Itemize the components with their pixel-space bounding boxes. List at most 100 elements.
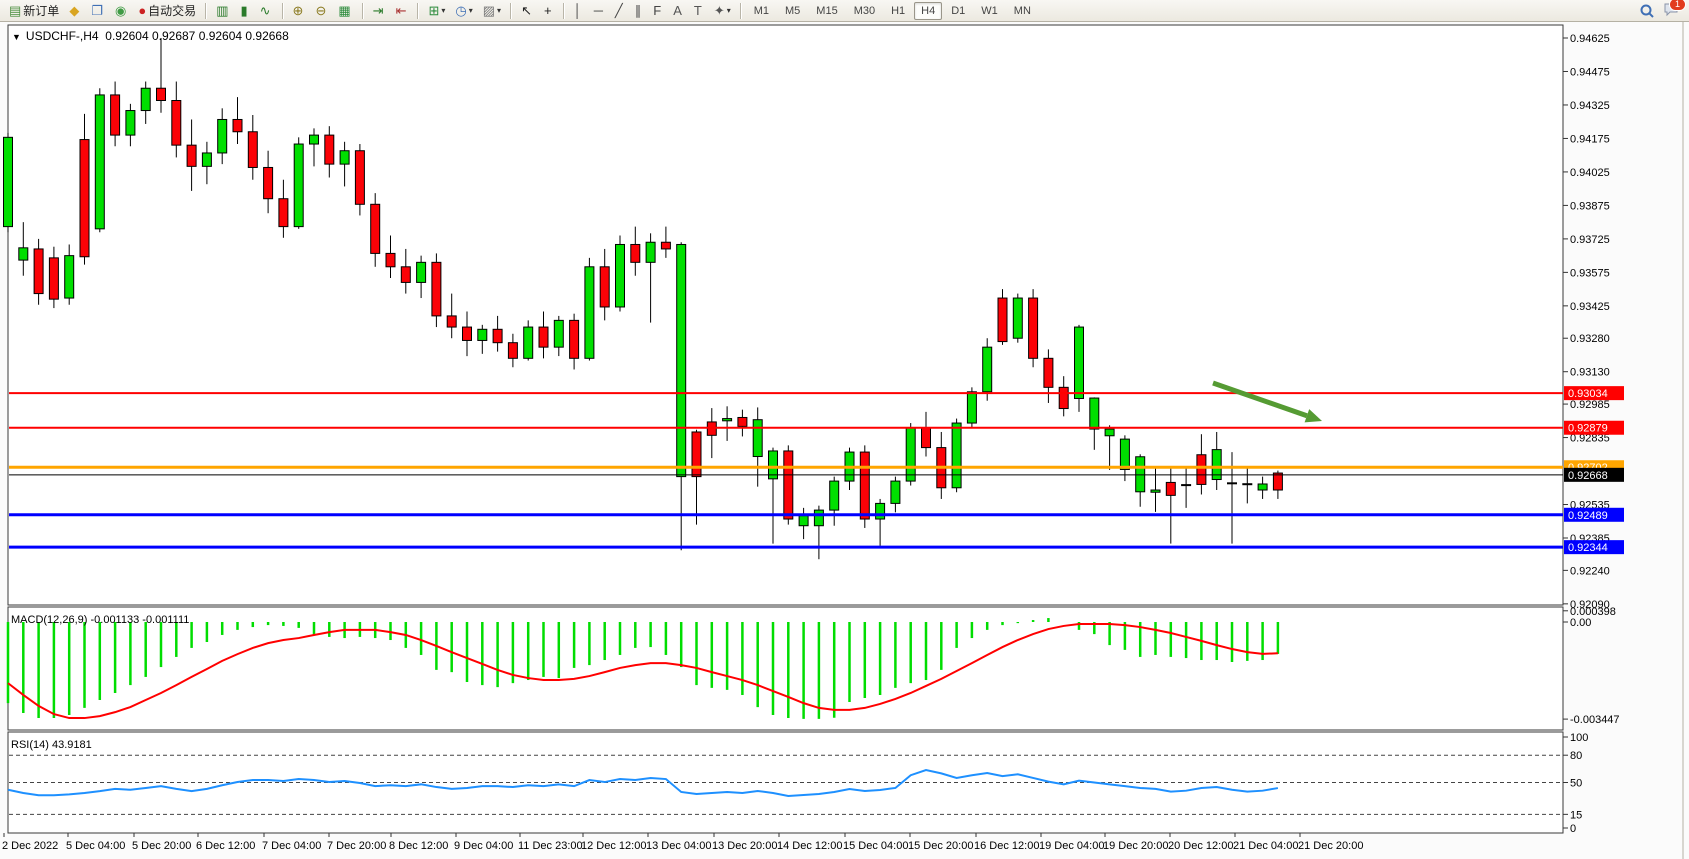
zoom-in-icon[interactable]: ⊕: [289, 1, 310, 21]
svg-text:0.92668: 0.92668: [1568, 470, 1608, 482]
new-order-button[interactable]: ▤ 新订单: [5, 1, 63, 21]
trendline-icon[interactable]: ╱: [611, 1, 629, 21]
svg-text:0.93034: 0.93034: [1568, 388, 1608, 400]
chart-panels: [7, 22, 1684, 859]
fibonacci-icon: F: [653, 3, 662, 18]
charts-window-icon[interactable]: ❐: [87, 1, 109, 21]
dropdown-caret-icon: ▾: [497, 6, 502, 15]
svg-text:11 Dec 23:00: 11 Dec 23:00: [518, 840, 583, 852]
chart-canvas[interactable]: 0.94625 0.94475 0.94325 0.94175 0.94025 0.938…: [0, 22, 1689, 859]
svg-text:0.93130: 0.93130: [1570, 367, 1610, 379]
toolbar-separator: [361, 2, 364, 19]
arrows-dropdown[interactable]: ✦ ▾: [710, 1, 735, 21]
line-chart-icon[interactable]: ∿: [256, 1, 277, 21]
new-order-button-label: 新订单: [23, 4, 60, 18]
svg-text:0.92985: 0.92985: [1570, 399, 1610, 411]
timeframe-button-m30[interactable]: M30: [853, 4, 876, 17]
auto-trading-button[interactable]: ● 自动交易: [134, 1, 200, 21]
vertical-line-icon: │: [573, 3, 582, 18]
timeframe-button-m15[interactable]: M15: [816, 4, 838, 17]
svg-text:15: 15: [1570, 809, 1582, 821]
notifications-button[interactable]: 1: [1663, 0, 1686, 20]
svg-text:0.92489: 0.92489: [1568, 510, 1608, 522]
bar-chart-icon[interactable]: ▥: [212, 1, 234, 21]
horizontal-lines-layer[interactable]: 0.930340.928790.927020.926680.924890.923…: [9, 386, 1624, 555]
horizontal-line-icon[interactable]: ─: [590, 1, 609, 21]
vertical-line-icon[interactable]: │: [570, 1, 588, 21]
svg-text:0.00: 0.00: [1570, 617, 1591, 629]
bar-chart-icon: ▥: [216, 3, 229, 18]
templates-dropdown[interactable]: ▨ ▾: [479, 1, 505, 21]
periods-dropdown[interactable]: ◷ ▾: [451, 1, 476, 21]
timeframe-button-d1[interactable]: D1: [951, 4, 966, 17]
svg-text:13 Dec 04:00: 13 Dec 04:00: [646, 840, 711, 852]
price-axis[interactable]: 0.94625 0.94475 0.94325 0.94175 0.94025 0.938…: [1563, 33, 1610, 611]
timeframe-button-w1[interactable]: W1: [981, 4, 998, 17]
svg-text:0.000398: 0.000398: [1570, 606, 1616, 618]
search-icon[interactable]: [1639, 3, 1655, 19]
indicators-dropdown: ⊞: [428, 3, 440, 18]
macd-panel[interactable]: [7, 606, 1564, 731]
cursor-icon: ↖: [521, 3, 532, 18]
arrows-dropdown: ✦: [713, 3, 725, 18]
auto-scroll-icon[interactable]: ⇥: [369, 1, 390, 21]
notification-count-badge: 1: [1669, 0, 1686, 11]
svg-text:14 Dec 12:00: 14 Dec 12:00: [777, 840, 842, 852]
text-icon[interactable]: A: [669, 1, 688, 21]
svg-text:21 Dec 04:00: 21 Dec 04:00: [1233, 840, 1298, 852]
cursor-icon[interactable]: ↖: [517, 1, 538, 21]
dropdown-caret-icon: ▾: [468, 6, 473, 15]
svg-text:0.94025: 0.94025: [1570, 167, 1610, 179]
charts-window-icon: ❐: [91, 3, 103, 18]
svg-text:80: 80: [1570, 750, 1582, 762]
auto-scroll-icon: ⇥: [372, 3, 384, 18]
svg-text:20 Dec 12:00: 20 Dec 12:00: [1168, 840, 1233, 852]
equidistant-channel-icon[interactable]: ∥: [631, 1, 648, 21]
svg-text:0.93725: 0.93725: [1570, 234, 1610, 246]
svg-text:0.92090: 0.92090: [1570, 599, 1610, 611]
metaeditor-icon[interactable]: ◆: [65, 1, 85, 21]
toolbar-separator: [562, 2, 565, 19]
indicators-dropdown[interactable]: ⊞ ▾: [424, 1, 449, 21]
svg-text:8 Dec 12:00: 8 Dec 12:00: [389, 840, 448, 852]
svg-text:0.92240: 0.92240: [1570, 565, 1610, 577]
svg-text:0.92879: 0.92879: [1568, 423, 1608, 435]
trendline-icon: ╱: [614, 3, 623, 18]
candlestick-chart-icon[interactable]: ▮: [236, 1, 253, 21]
svg-text:100: 100: [1570, 732, 1588, 744]
timeframe-button-h4[interactable]: H4: [914, 1, 943, 20]
svg-text:9 Dec 04:00: 9 Dec 04:00: [454, 840, 513, 852]
rsi-panel[interactable]: [7, 731, 1564, 834]
price-tag-0.92668: [1564, 467, 1624, 482]
horizontal-line-icon: ─: [593, 3, 603, 18]
time-axis[interactable]: 2 Dec 2022 5 Dec 04:00 5 Dec 20:00 6 Dec 12…: [2, 833, 1363, 852]
zoom-out-icon[interactable]: ⊖: [311, 1, 332, 21]
price-tag-0.93034: [1564, 386, 1624, 401]
svg-text:19 Dec 20:00: 19 Dec 20:00: [1103, 840, 1168, 852]
signals-icon[interactable]: ◉: [111, 1, 132, 21]
tile-windows-icon[interactable]: ▦: [334, 1, 356, 21]
crosshair-icon[interactable]: +: [540, 1, 558, 21]
rsi-line: [7, 768, 1279, 797]
fibonacci-icon[interactable]: F: [649, 1, 667, 21]
timeframe-button-h1[interactable]: H1: [891, 4, 906, 17]
toolbar: ▤ 新订单 ◆ ❐ ◉ ● 自动交易 ▥ ▮ ∿ ⊕ ⊖ ▦ ⇥ ⇤ ⊞ ▾ ◷ ▾ ▨ ▾ ↖ + │ ─ ╱ ∥ F A T ✦ ▾ M1 M…: [0, 0, 1689, 22]
timeframe-button-m1[interactable]: M1: [753, 4, 770, 17]
svg-text:0.93425: 0.93425: [1570, 301, 1610, 313]
timeframe-button-m5[interactable]: M5: [785, 4, 801, 17]
chart-window[interactable]: 0.94625 0.94475 0.94325 0.94175 0.94025 0.938…: [0, 22, 1689, 859]
metaeditor-icon: ◆: [69, 3, 80, 18]
dropdown-caret-icon: ▾: [441, 6, 446, 15]
timeframe-button-mn[interactable]: MN: [1013, 4, 1031, 17]
text-label-icon[interactable]: T: [690, 1, 708, 21]
chart-shift-icon[interactable]: ⇤: [392, 1, 413, 21]
signals-icon: ◉: [114, 3, 127, 18]
svg-text:0.93875: 0.93875: [1570, 200, 1610, 212]
trend-arrow-annotation[interactable]: [1212, 380, 1322, 423]
templates-dropdown: ▨: [482, 3, 496, 18]
toolbar-separator: [417, 2, 420, 19]
zoom-out-icon: ⊖: [315, 3, 327, 18]
svg-text:0.92835: 0.92835: [1570, 433, 1610, 445]
svg-text:0.92344: 0.92344: [1568, 542, 1608, 554]
